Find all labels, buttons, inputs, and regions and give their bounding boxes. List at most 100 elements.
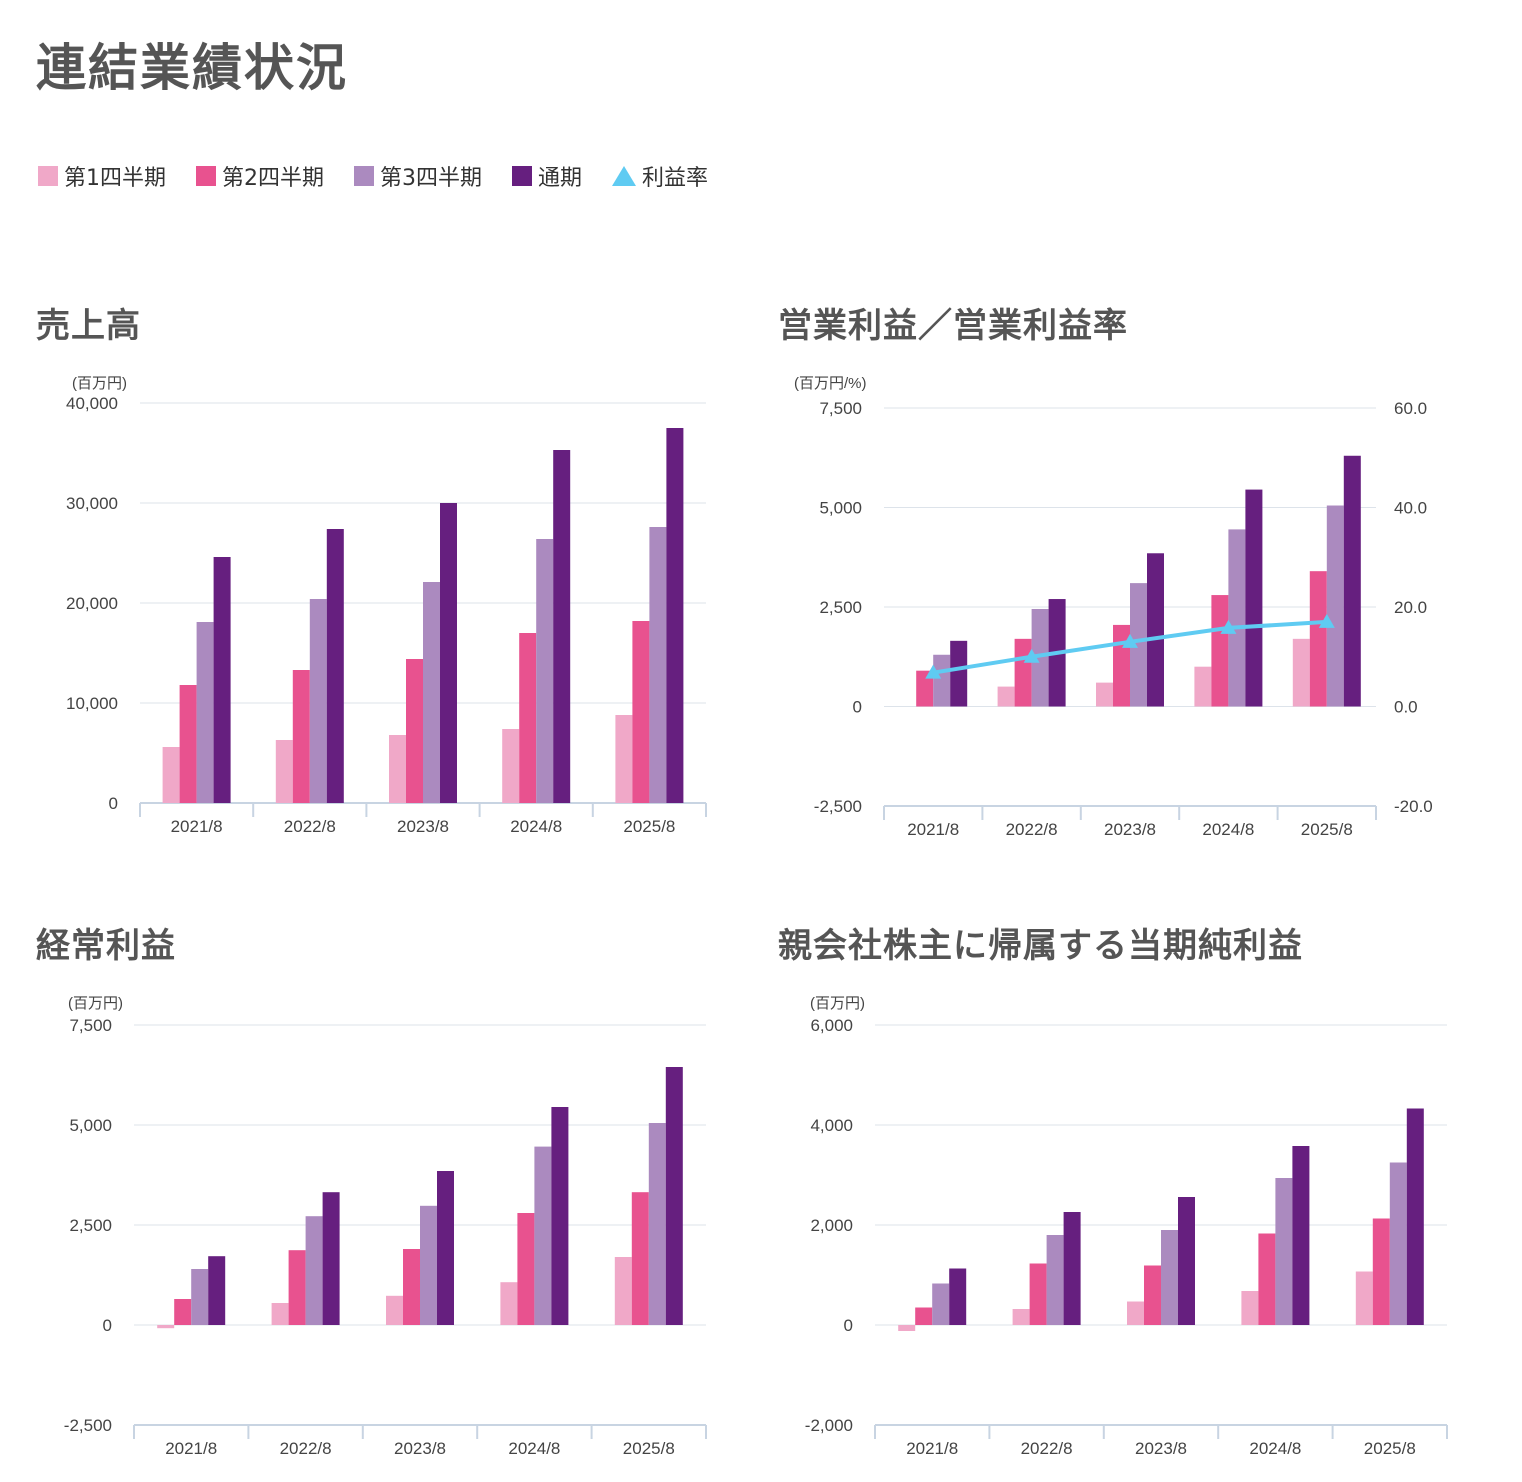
ordinary-profit-ytick-label: 2,500 bbox=[69, 1216, 112, 1235]
ordinary-profit-bar-s3-4 bbox=[534, 1146, 552, 1325]
operating-profit-bar-s4-3 bbox=[1147, 553, 1164, 707]
legend-swatch-q2 bbox=[196, 166, 216, 186]
triangle-icon bbox=[612, 166, 637, 186]
operating-profit-rate-marker-1 bbox=[925, 664, 942, 679]
sales-bar-s3-3 bbox=[423, 582, 440, 803]
sales-xtick-label: 2024/8 bbox=[510, 817, 562, 836]
ordinary-profit-bar-s3-1 bbox=[191, 1269, 209, 1325]
legend-label-full-year: 通期 bbox=[538, 166, 583, 191]
net-income-bar-s1-2 bbox=[1012, 1309, 1030, 1325]
sales-bar-s3-5 bbox=[649, 527, 667, 803]
operating-profit-bar-s4-1 bbox=[950, 640, 968, 707]
sales-bar-s4-5 bbox=[666, 428, 684, 803]
ordinary-profit-bar-s1-1 bbox=[157, 1325, 175, 1329]
ordinary-profit-ytick-label: -2,500 bbox=[64, 1416, 112, 1435]
sales-ytick-label: 0 bbox=[109, 794, 118, 813]
ordinary-profit-unit-label: (百万円) bbox=[68, 995, 123, 1012]
sales-bar-s4-4 bbox=[553, 450, 571, 803]
operating-profit-bar-s2-5 bbox=[1309, 571, 1327, 707]
net-income-bar-s2-3 bbox=[1144, 1265, 1161, 1325]
operating-profit-bar-s2-4 bbox=[1211, 595, 1229, 707]
net-income-bar-s1-4 bbox=[1241, 1291, 1259, 1325]
sales-bar-s2-5 bbox=[632, 621, 650, 803]
legend-swatch-q3 bbox=[354, 166, 374, 186]
operating-profit-bar-s4-4 bbox=[1245, 489, 1263, 707]
operating-profit-rate-marker-4 bbox=[1220, 619, 1237, 634]
sales-bar-s2-4 bbox=[519, 633, 537, 803]
operating-profit-bar-s3-4 bbox=[1228, 529, 1246, 707]
operating-profit-bar-s1-2 bbox=[997, 686, 1015, 707]
net-income-ytick-label: 6,000 bbox=[810, 1016, 853, 1035]
sales-xtick-label: 2022/8 bbox=[284, 817, 336, 836]
net-income-ytick-label: 0 bbox=[844, 1316, 853, 1335]
ordinary-profit-xtick-label: 2021/8 bbox=[165, 1439, 217, 1458]
sales-ytick-label: 20,000 bbox=[66, 594, 118, 613]
net-income-bar-s3-4 bbox=[1275, 1178, 1293, 1325]
ordinary-profit-ytick-label: 0 bbox=[103, 1316, 112, 1335]
sales-bar-s4-1 bbox=[213, 557, 231, 803]
operating-profit-y2tick-label: 40.0 bbox=[1394, 499, 1427, 518]
ordinary-profit-ytick-label: 5,000 bbox=[69, 1116, 112, 1135]
net-income-bar-s2-2 bbox=[1029, 1263, 1047, 1325]
net-income-bar-s4-3 bbox=[1178, 1197, 1195, 1325]
chart-title-net-income: 親会社株主に帰属する当期純利益 bbox=[778, 926, 1303, 966]
net-income-xtick-label: 2024/8 bbox=[1249, 1439, 1301, 1458]
operating-profit-bar-s2-2 bbox=[1014, 638, 1032, 707]
operating-profit-ytick-label: 5,000 bbox=[819, 499, 862, 518]
ordinary-profit-bar-s1-5 bbox=[614, 1257, 632, 1325]
net-income-bar-s3-5 bbox=[1389, 1162, 1407, 1325]
sales-xtick-label: 2025/8 bbox=[623, 817, 675, 836]
operating-profit-bar-s2-1 bbox=[916, 670, 934, 707]
operating-profit-bar-s2-3 bbox=[1113, 624, 1130, 707]
legend-item-q3: 第3四半期 bbox=[354, 160, 482, 192]
operating-profit-rate-marker-2 bbox=[1023, 648, 1040, 663]
net-income-ytick-label: 2,000 bbox=[810, 1216, 853, 1235]
ordinary-profit-bar-s2-2 bbox=[288, 1250, 306, 1325]
net-income-xtick-label: 2022/8 bbox=[1021, 1439, 1073, 1458]
ordinary-profit-bar-s1-2 bbox=[271, 1303, 289, 1325]
operating-profit-bar-s1-5 bbox=[1292, 638, 1310, 707]
operating-profit-bar-s4-5 bbox=[1343, 455, 1361, 707]
sales-xtick-label: 2021/8 bbox=[171, 817, 223, 836]
legend-label-q2: 第2四半期 bbox=[222, 166, 324, 191]
legend-label-profit-rate: 利益率 bbox=[642, 166, 709, 191]
sales-bar-s3-4 bbox=[536, 539, 554, 803]
sales-unit-label: (百万円) bbox=[72, 375, 127, 392]
ordinary-profit-bar-s4-5 bbox=[665, 1067, 683, 1325]
sales-bar-s3-1 bbox=[196, 622, 214, 803]
operating-profit-xtick-label: 2023/8 bbox=[1104, 820, 1156, 839]
ordinary-profit-bar-s3-3 bbox=[420, 1205, 437, 1325]
operating-profit-bar-s3-3 bbox=[1130, 583, 1147, 707]
legend-item-full-year: 通期 bbox=[512, 160, 582, 192]
ordinary-profit-bar-s1-3 bbox=[386, 1295, 403, 1325]
ordinary-profit-ytick-label: 7,500 bbox=[69, 1016, 112, 1035]
page-title: 連結業績状況 bbox=[36, 39, 348, 97]
net-income-ytick-label: -2,000 bbox=[805, 1416, 853, 1435]
sales-bar-s1-2 bbox=[275, 740, 293, 803]
legend-label-q1: 第1四半期 bbox=[64, 166, 166, 191]
operating-profit-bar-s1-4 bbox=[1194, 666, 1212, 707]
operating-profit-rate-marker-3 bbox=[1122, 633, 1138, 648]
net-income-xtick-label: 2021/8 bbox=[906, 1439, 958, 1458]
sales-bar-s2-2 bbox=[292, 670, 310, 803]
sales-bar-s2-1 bbox=[179, 685, 197, 803]
net-income-ytick-label: 4,000 bbox=[810, 1116, 853, 1135]
ordinary-profit-bar-s4-3 bbox=[437, 1171, 454, 1325]
ordinary-profit-bar-s2-3 bbox=[403, 1249, 420, 1325]
net-income-bar-s4-2 bbox=[1063, 1212, 1081, 1325]
net-income-bar-s4-4 bbox=[1292, 1146, 1310, 1325]
ordinary-profit-bar-s4-4 bbox=[551, 1107, 569, 1325]
operating-profit-bar-s1-3 bbox=[1096, 682, 1113, 707]
ordinary-profit-bar-s3-5 bbox=[648, 1123, 666, 1325]
chart-title-sales: 売上高 bbox=[36, 306, 141, 346]
sales-bar-s4-3 bbox=[440, 503, 457, 803]
ordinary-profit-xtick-label: 2023/8 bbox=[394, 1439, 446, 1458]
operating-profit-ytick-label: 2,500 bbox=[819, 598, 862, 617]
legend-item-profit-rate: 利益率 bbox=[612, 160, 708, 192]
ordinary-profit-bar-s2-1 bbox=[174, 1299, 192, 1325]
legend-item-q2: 第2四半期 bbox=[196, 160, 324, 192]
net-income-bar-s1-1 bbox=[898, 1325, 916, 1331]
operating-profit-ytick-label: 0 bbox=[853, 698, 862, 717]
ordinary-profit-bar-s4-1 bbox=[208, 1256, 226, 1325]
operating-profit-y2tick-label: 20.0 bbox=[1394, 598, 1427, 617]
